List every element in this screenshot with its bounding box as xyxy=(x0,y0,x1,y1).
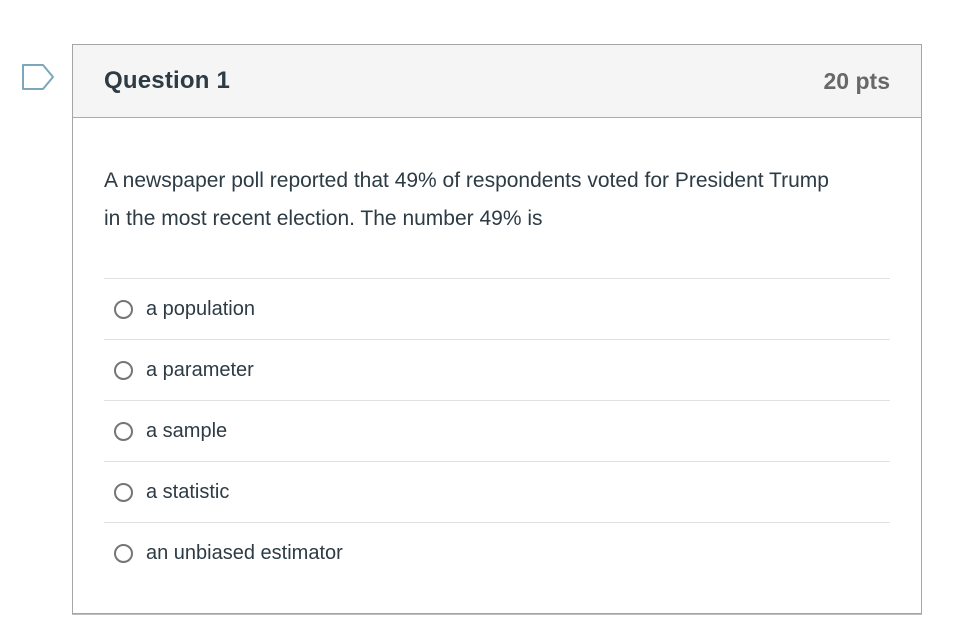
radio-button[interactable] xyxy=(114,421,133,441)
answer-option[interactable]: a parameter xyxy=(104,339,890,400)
answer-label: a parameter xyxy=(146,358,254,381)
question-title: Question 1 xyxy=(104,67,231,94)
answer-label: a statistic xyxy=(146,480,230,503)
radio-button[interactable] xyxy=(114,299,133,319)
answer-label: an unbiased estimator xyxy=(146,541,343,564)
question-card: Question 1 20 pts A newspaper poll repor… xyxy=(72,44,922,614)
radio-button[interactable] xyxy=(114,360,133,380)
question-text: A newspaper poll reported that 49% of re… xyxy=(104,169,829,230)
flag-bookmark-icon xyxy=(21,64,55,95)
radio-button[interactable] xyxy=(114,543,133,563)
question-header: Question 1 20 pts xyxy=(73,45,921,118)
answer-option[interactable]: a population xyxy=(104,278,890,339)
answer-label: a population xyxy=(146,297,255,320)
answer-option[interactable]: a sample xyxy=(104,400,890,461)
radio-button[interactable] xyxy=(114,482,133,502)
answer-list: a population a parameter a sample a stat… xyxy=(104,278,890,583)
answer-option[interactable]: a statistic xyxy=(104,461,890,522)
answer-label: a sample xyxy=(146,419,228,442)
question-points: 20 pts xyxy=(823,67,890,94)
question-body: A newspaper poll reported that 49% of re… xyxy=(73,118,921,583)
answer-option[interactable]: an unbiased estimator xyxy=(104,522,890,583)
flag-question-button[interactable] xyxy=(21,62,55,92)
